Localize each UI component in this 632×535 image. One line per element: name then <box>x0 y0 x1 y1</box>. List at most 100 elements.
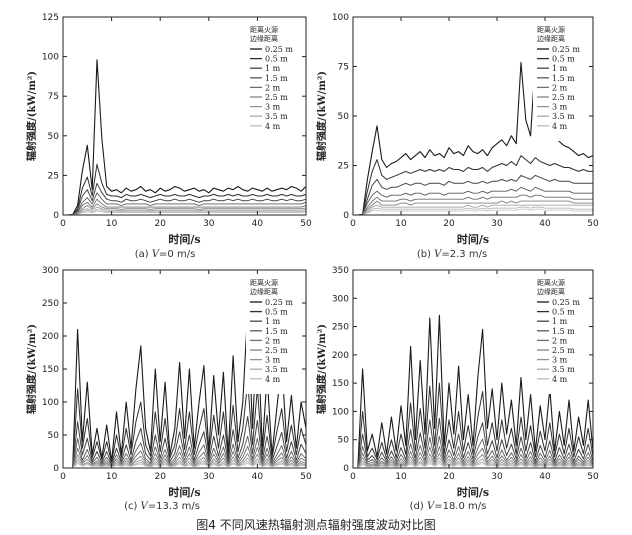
y-tick-label: 50 <box>48 431 60 441</box>
series-line-2m <box>63 445 307 469</box>
legend-title: 边缘距离 <box>537 34 565 43</box>
series-line-3.5m <box>353 460 594 469</box>
series-line-2.5m <box>353 452 594 469</box>
x-tick-label: 40 <box>252 472 264 482</box>
legend-label: 3 m <box>552 103 568 112</box>
legend-label: 1.5 m <box>552 327 575 336</box>
legend-title: 边缘距离 <box>250 34 278 43</box>
series-line-0.25m <box>63 59 307 216</box>
chart-panel-a: 0 10 20 30 40 50 0 25 50 75 100 125 时间/s 辐射强度/(kW/m²)… <box>25 13 312 260</box>
x-tick-label: 10 <box>106 219 118 229</box>
legend-label: 0.5 m <box>265 55 288 64</box>
legend-label: 0.5 m <box>552 308 575 317</box>
y-tick-label: 50 <box>338 112 350 122</box>
series-line-2m <box>353 446 594 469</box>
x-axis-label: 时间/s <box>457 485 489 499</box>
series-line-1m <box>353 417 594 469</box>
y-tick-label: 150 <box>332 379 349 389</box>
x-tick-label: 40 <box>539 219 551 229</box>
legend-label: 0.25 m <box>265 298 293 307</box>
legend-label: 2.5 m <box>265 346 288 355</box>
y-tick-label: 300 <box>332 294 349 304</box>
series-line-4m <box>353 463 594 469</box>
legend-label: 2 m <box>265 336 281 345</box>
plot-frame <box>352 269 594 469</box>
legend-label: 4 m <box>552 122 568 131</box>
legend-label: 2.5 m <box>552 346 575 355</box>
series-line-0.5m <box>353 155 593 216</box>
legend-label: 3 m <box>552 356 568 365</box>
legend-title: 距离火源 <box>250 25 278 34</box>
series-line-3m <box>353 457 594 469</box>
y-tick-label: 150 <box>42 365 59 375</box>
series-line-4m <box>63 463 307 469</box>
legend-label: 0.5 m <box>265 308 288 317</box>
y-tick-label: 350 <box>332 266 349 276</box>
legend-label: 2.5 m <box>265 93 288 102</box>
legend-label: 0.25 m <box>265 45 293 54</box>
series-line-1.5m <box>353 435 594 469</box>
y-tick-label: 100 <box>42 398 59 408</box>
legend-label: 0.5 m <box>552 55 575 64</box>
legend-label: 3.5 m <box>552 112 575 121</box>
x-tick-label: 50 <box>300 219 312 229</box>
legend-label: 0.25 m <box>552 45 580 54</box>
legend-label: 1.5 m <box>265 327 288 336</box>
x-tick-label: 10 <box>395 219 407 229</box>
x-tick-label: 50 <box>587 472 599 482</box>
legend-title: 距离火源 <box>537 25 565 34</box>
y-tick-label: 75 <box>338 63 349 73</box>
legend-label: 4 m <box>265 122 281 131</box>
x-tick-label: 0 <box>350 472 356 482</box>
y-tick-label: 200 <box>332 351 349 361</box>
legend-label: 2 m <box>552 336 568 345</box>
y-axis-label: 辐射强度/(kW/m²) <box>315 71 328 161</box>
y-tick-label: 0 <box>53 464 59 474</box>
legend-label: 3.5 m <box>265 112 288 121</box>
series-line-2.5m <box>353 200 593 216</box>
series-line-0.25m <box>63 309 307 469</box>
series-line-1m <box>63 182 307 216</box>
x-tick-label: 20 <box>154 219 166 229</box>
x-tick-label: 0 <box>60 219 66 229</box>
legend-label: 1 m <box>552 64 568 73</box>
x-tick-label: 30 <box>491 472 503 482</box>
series-line-3m <box>63 206 307 216</box>
x-tick-label: 20 <box>443 219 455 229</box>
x-tick-label: 10 <box>395 472 407 482</box>
legend-box <box>533 276 589 394</box>
x-tick-label: 30 <box>203 219 215 229</box>
series-line-4m <box>353 208 593 216</box>
legend-label: 3 m <box>265 103 281 112</box>
legend-label: 2.5 m <box>552 93 575 102</box>
y-axis-label: 辐射强度/(kW/m²) <box>25 324 38 414</box>
series-line-3m <box>63 457 307 469</box>
y-tick-label: 300 <box>42 266 59 276</box>
x-tick-label: 40 <box>252 219 264 229</box>
legend-label: 4 m <box>552 375 568 384</box>
x-tick-label: 20 <box>443 472 455 482</box>
chart-panel-c: 0 10 20 30 40 50 0 50 100 150 200 250 300 时间/s 辐射强度/(k… <box>25 266 312 512</box>
series-line-1.5m <box>63 435 307 469</box>
legend-title: 距离火源 <box>250 278 278 287</box>
legend-label: 2 m <box>552 83 568 92</box>
y-tick-label: 25 <box>48 171 59 181</box>
legend-label: 1.5 m <box>265 74 288 83</box>
y-tick-label: 50 <box>48 132 60 142</box>
x-tick-label: 40 <box>539 472 551 482</box>
subplot-caption: (c) V=13.3 m/s <box>124 501 200 512</box>
series-line-0.25m <box>353 314 594 469</box>
series-line-3.5m <box>353 206 593 216</box>
y-tick-label: 75 <box>48 92 59 102</box>
y-tick-label: 50 <box>338 436 350 446</box>
legend-box <box>246 276 302 394</box>
x-axis-label: 时间/s <box>168 232 200 246</box>
subplot-caption: (d) V=18.0 m/s <box>410 501 487 512</box>
legend-title: 边缘距离 <box>537 287 565 296</box>
series-line-1.5m <box>63 192 307 216</box>
x-tick-label: 30 <box>491 219 503 229</box>
x-tick-label: 0 <box>60 472 66 482</box>
